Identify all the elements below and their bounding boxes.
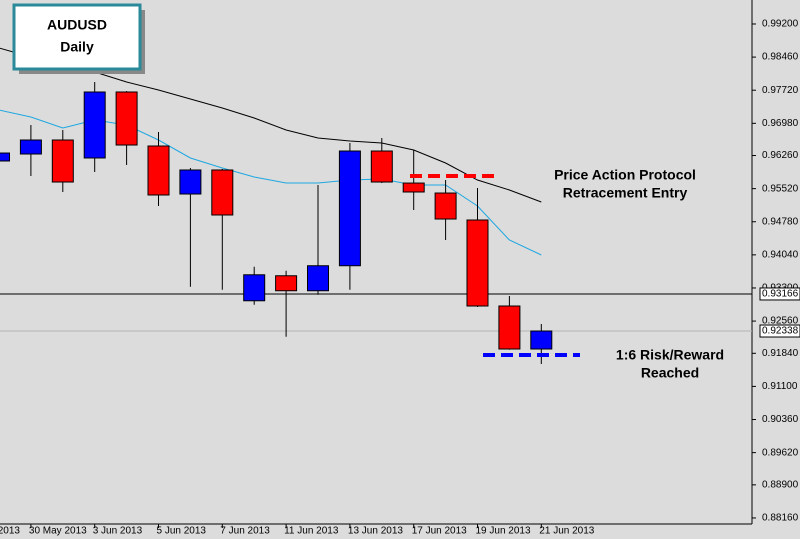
candle: [402, 150, 425, 210]
x-tick-label: 21 Jun 2013: [539, 526, 594, 537]
candle-body: [83, 91, 106, 159]
y-tick-label: 0.91840: [762, 348, 799, 359]
candle: [434, 180, 457, 241]
candle: [275, 270, 298, 337]
candle-body: [211, 169, 234, 216]
y-tick-label: 0.96260: [762, 150, 799, 161]
candle: [147, 131, 170, 207]
candle-body: [466, 219, 489, 307]
annotation: Reached: [641, 365, 699, 381]
y-tick-label: 0.88900: [762, 479, 799, 490]
y-tick-label: 0.94040: [762, 250, 799, 261]
y-tick-label: 0.90360: [762, 414, 799, 425]
price-label-box: [759, 287, 800, 301]
y-tick-label: 0.96980: [762, 118, 799, 129]
candle: [243, 266, 266, 305]
price-label: 0.92338: [762, 326, 799, 337]
x-tick-label: 7 Jun 2013: [220, 526, 270, 537]
y-tick-label: 0.99200: [762, 19, 799, 30]
candle: [83, 82, 106, 172]
y-tick-label: 0.97720: [762, 85, 799, 96]
x-tick-label: 5 Jun 2013: [157, 526, 207, 537]
candle-body: [307, 265, 329, 292]
price-label: 0.93166: [762, 289, 799, 300]
candle: [307, 185, 329, 295]
candle-body: [243, 274, 266, 302]
y-tick-label: 0.95520: [762, 183, 799, 194]
candle: [530, 323, 553, 364]
y-tick-label: 0.98460: [762, 52, 799, 63]
candle-body: [115, 91, 138, 146]
y-tick-label: 0.92560: [762, 316, 799, 327]
candle-body: [434, 192, 457, 220]
candle: [179, 168, 202, 287]
x-tick-label: 13 Jun 2013: [348, 526, 403, 537]
x-tick-label: 30 May 2013: [29, 526, 87, 537]
y-tick-label: 0.89620: [762, 447, 799, 458]
price-label-box: [759, 324, 800, 338]
candle-body: [179, 169, 202, 195]
candle-body: [51, 139, 74, 183]
candle: [19, 125, 42, 177]
title-box: [12, 3, 142, 71]
candle: [51, 130, 74, 192]
candle-body: [530, 330, 553, 350]
candle: [466, 188, 489, 307]
annotation: 1:6 Risk/Reward: [616, 347, 724, 363]
candle: [338, 143, 361, 290]
x-tick-label: 2013: [0, 526, 20, 537]
x-tick-label: 3 Jun 2013: [93, 526, 143, 537]
candle-body: [275, 275, 298, 292]
candle-body: [147, 145, 170, 196]
chart-subtitle: Daily: [60, 39, 94, 55]
candle: [211, 168, 234, 290]
chart-title: AUDUSD: [47, 17, 107, 33]
x-tick-label: 19 Jun 2013: [476, 526, 531, 537]
candle-body: [402, 182, 425, 193]
candle: [0, 152, 10, 162]
candle-body: [338, 150, 361, 267]
candle-body: [0, 152, 10, 162]
annotation: Price Action Protocol: [554, 167, 696, 183]
candle: [115, 91, 138, 166]
candle-body: [19, 139, 42, 155]
candle-body: [498, 305, 521, 350]
x-tick-label: 17 Jun 2013: [412, 526, 467, 537]
candle: [498, 296, 521, 350]
y-tick-label: 0.91100: [762, 381, 798, 392]
y-tick-label: 0.88160: [762, 513, 799, 524]
candle-body: [370, 150, 393, 183]
candle: [370, 137, 393, 184]
annotation: Retracement Entry: [563, 185, 688, 201]
x-tick-label: 11 Jun 2013: [284, 526, 339, 537]
y-tick-label: 0.94780: [762, 216, 799, 227]
